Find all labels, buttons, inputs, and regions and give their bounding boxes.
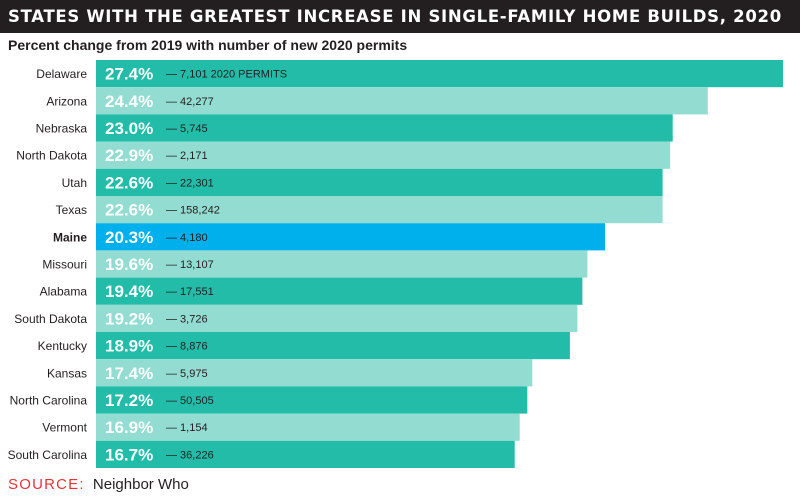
category-label: Vermont — [42, 421, 87, 435]
bar-maine — [96, 223, 605, 251]
bar-kansas — [96, 359, 533, 387]
bar-delaware — [96, 60, 783, 88]
category-label: South Dakota — [14, 312, 87, 326]
permits-label: — 50,505 — [166, 395, 214, 407]
category-label: North Dakota — [16, 149, 87, 163]
bar-vermont — [96, 413, 520, 441]
permits-label: — 13,107 — [166, 259, 214, 271]
source-note: SOURCE: Neighbor Who — [8, 476, 189, 493]
category-label: Arizona — [46, 94, 87, 108]
bar-chart: Delaware 27.4% — 7,101 2020 PERMITS Arizona… — [8, 60, 783, 468]
value-label: 16.9% — [105, 418, 153, 437]
value-label: 23.0% — [105, 119, 153, 138]
permits-label: — 158,242 — [166, 205, 220, 217]
permits-label: — 4,180 — [166, 232, 208, 244]
permits-label: — 3,726 — [166, 313, 208, 325]
permits-label: — 42,277 — [166, 96, 214, 108]
bar-texas — [96, 196, 663, 224]
value-label: 16.7% — [105, 445, 153, 464]
category-label: Texas — [56, 203, 87, 217]
permits-label: — 22,301 — [166, 177, 214, 189]
category-label: South Carolina — [8, 448, 88, 462]
value-label: 19.6% — [105, 255, 153, 274]
value-label: 18.9% — [105, 337, 153, 356]
value-label: 17.2% — [105, 391, 153, 410]
bar-alabama — [96, 277, 583, 305]
chart-subtitle: Percent change from 2019 with number of … — [8, 37, 408, 53]
chart-title: STATES WITH THE GREATEST INCREASE IN SIN… — [0, 0, 800, 33]
value-label: 22.6% — [105, 201, 153, 220]
permits-label: — 5,975 — [166, 368, 208, 380]
bar-nebraska — [96, 114, 673, 142]
permits-label: — 7,101 2020 PERMITS — [166, 69, 287, 81]
category-label: Maine — [53, 230, 87, 244]
category-label: Missouri — [42, 258, 87, 272]
category-label: Nebraska — [36, 122, 88, 136]
value-label: 22.9% — [105, 146, 153, 165]
bar-north-dakota — [96, 141, 671, 169]
permits-label: — 8,876 — [166, 341, 208, 353]
value-label: 27.4% — [105, 65, 153, 84]
value-label: 19.2% — [105, 309, 153, 328]
value-label: 17.4% — [105, 364, 153, 383]
bar-missouri — [96, 250, 588, 278]
value-label: 22.6% — [105, 173, 153, 192]
value-label: 20.3% — [105, 228, 153, 247]
value-label: 19.4% — [105, 282, 153, 301]
bar-kentucky — [96, 332, 570, 360]
permits-label: — 36,226 — [166, 449, 214, 461]
permits-label: — 2,171 — [166, 150, 208, 162]
category-label: Kentucky — [38, 339, 87, 353]
bar-south-carolina — [96, 440, 515, 468]
bar-south-dakota — [96, 304, 578, 332]
value-label: 24.4% — [105, 92, 153, 111]
category-label: Alabama — [40, 285, 88, 299]
permits-label: — 17,551 — [166, 286, 214, 298]
category-label: Kansas — [47, 366, 87, 380]
permits-label: — 1,154 — [166, 422, 208, 434]
bar-north-carolina — [96, 386, 528, 414]
bar-arizona — [96, 87, 708, 115]
category-label: Utah — [62, 176, 87, 190]
permits-label: — 5,745 — [166, 123, 208, 135]
category-label: North Carolina — [10, 394, 88, 408]
source-text: Neighbor Who — [92, 476, 189, 493]
bar-utah — [96, 168, 663, 196]
source-label: SOURCE: — [8, 476, 85, 493]
category-label: Delaware — [36, 67, 87, 81]
